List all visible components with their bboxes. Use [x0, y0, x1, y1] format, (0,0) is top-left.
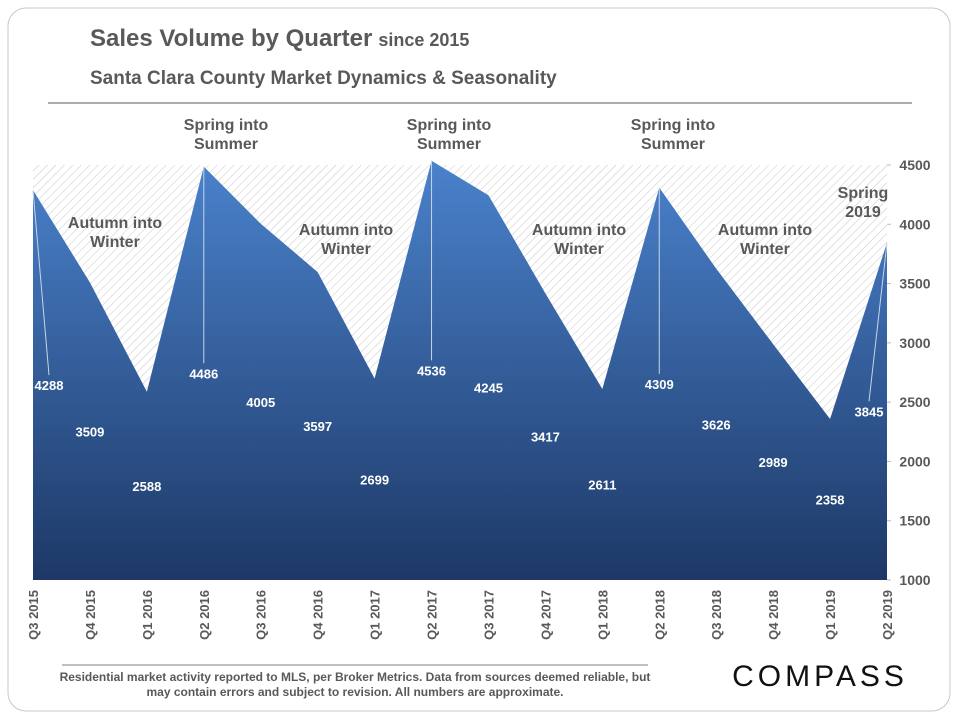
annotation: Spring into Summer — [630, 117, 716, 153]
annotation: Autumn into Winter — [298, 222, 394, 258]
value-label: 4536 — [417, 363, 446, 378]
annotation: Spring 2019 — [837, 185, 889, 221]
y-tick-label: 4500 — [899, 157, 930, 173]
x-tick-label: Q1 2016 — [140, 590, 155, 640]
x-tick-label: Q3 2018 — [709, 590, 724, 640]
value-label: 3626 — [702, 417, 731, 432]
x-tick-label: Q4 2015 — [83, 590, 98, 640]
value-label: 2699 — [360, 472, 389, 487]
x-tick-label: Q3 2017 — [481, 590, 496, 640]
value-label: 2358 — [816, 492, 845, 507]
footnote: Residential market activity reported to … — [59, 670, 651, 699]
value-label: 3417 — [531, 430, 560, 445]
value-label: 4309 — [645, 377, 674, 392]
value-label: 4245 — [474, 381, 503, 396]
x-tick-label: Q4 2018 — [766, 590, 781, 640]
value-label: 3597 — [303, 419, 332, 434]
x-tick-label: Q2 2017 — [425, 590, 440, 640]
value-label: 2588 — [132, 479, 161, 494]
value-label: 4486 — [189, 366, 218, 381]
x-tick-label: Q3 2016 — [254, 590, 269, 640]
annotation: Spring into Summer — [406, 117, 492, 153]
value-label: 4288 — [35, 378, 64, 393]
x-tick-label: Q2 2019 — [880, 590, 895, 640]
x-tick-label: Q3 2015 — [26, 590, 41, 640]
y-tick-label: 4000 — [899, 216, 930, 232]
value-label: 3845 — [855, 404, 884, 419]
chart-title: Sales Volume by Quarter since 2015 — [90, 25, 469, 52]
x-tick-label: Q4 2016 — [311, 590, 326, 640]
logo: COMPASS — [732, 660, 908, 693]
x-tick-label: Q2 2018 — [652, 590, 667, 640]
area — [33, 160, 887, 580]
x-tick-label: Q2 2016 — [197, 590, 212, 640]
leader-line — [32, 190, 50, 376]
value-label: 4005 — [246, 395, 275, 410]
title-main: Sales Volume by Quarter — [90, 25, 372, 52]
leader-line — [868, 242, 888, 402]
x-tick-label: Q1 2019 — [823, 590, 838, 640]
y-tick-label: 1500 — [899, 513, 930, 529]
y-tick-label: 3000 — [899, 335, 930, 351]
title-suffix: since 2015 — [378, 30, 469, 50]
y-tick-label: 1000 — [899, 572, 930, 588]
value-label: 2989 — [759, 455, 788, 470]
x-tick-label: Q1 2018 — [595, 590, 610, 640]
value-label: 3509 — [75, 424, 104, 439]
chart-subtitle: Santa Clara County Market Dynamics & Sea… — [90, 68, 557, 89]
x-tick-label: Q1 2017 — [368, 590, 383, 640]
annotation: Autumn into Winter — [531, 222, 627, 258]
annotation: Spring into Summer — [183, 117, 269, 153]
y-tick-label: 2000 — [899, 453, 930, 469]
x-tick-label: Q4 2017 — [538, 590, 553, 640]
value-label: 2611 — [588, 477, 616, 492]
y-tick-label: 2500 — [899, 394, 930, 410]
annotation: Autumn into Winter — [717, 222, 813, 258]
annotation: Autumn into Winter — [67, 215, 163, 251]
y-tick-label: 3500 — [899, 276, 930, 292]
